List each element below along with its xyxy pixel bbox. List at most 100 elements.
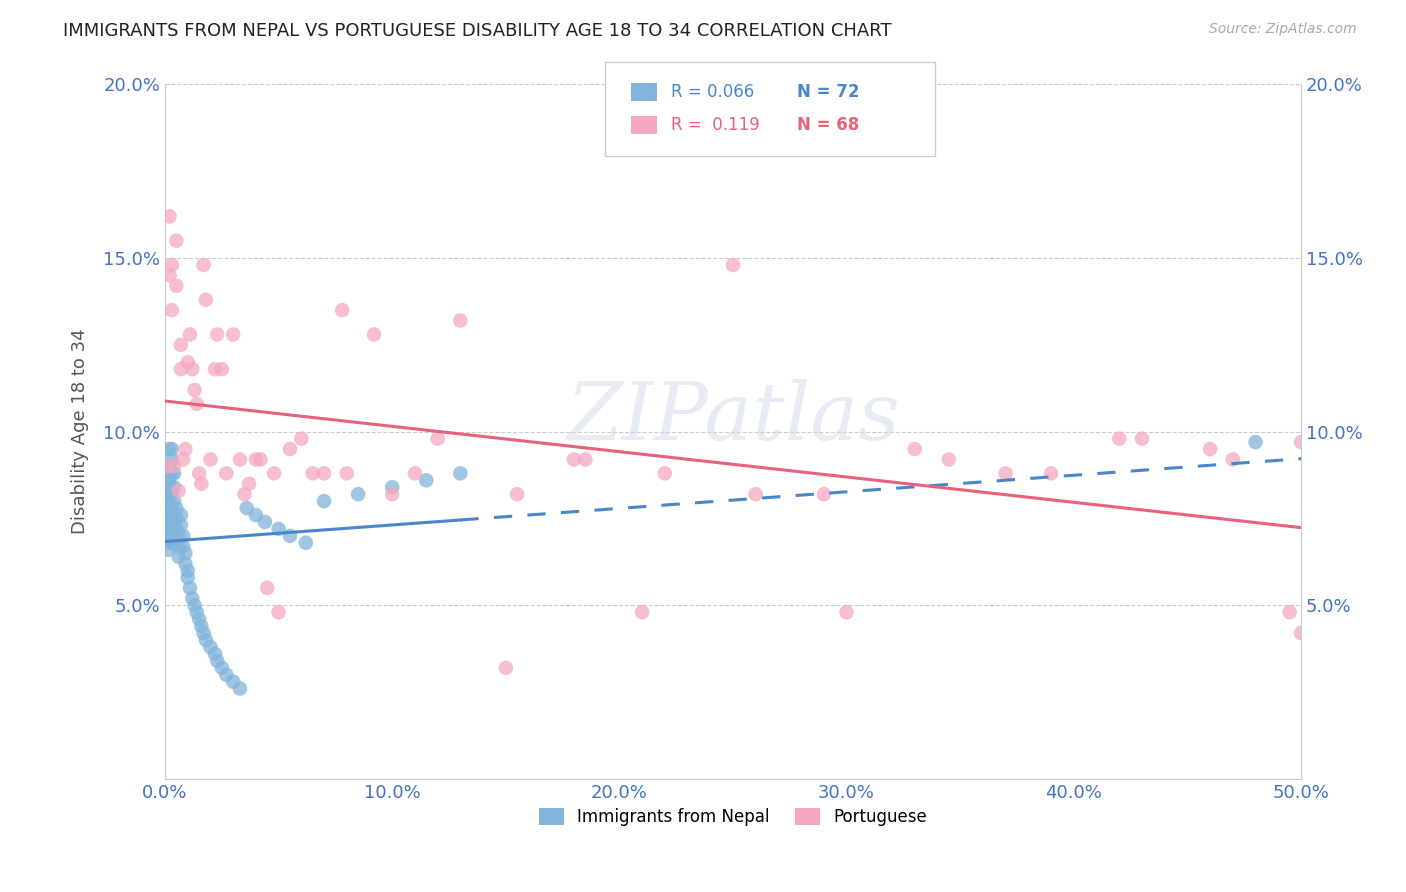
Point [157,518,180,533]
Point [160,258,183,272]
Point [253,515,276,529]
Point [204,647,226,661]
Point [167,483,190,498]
Point [160,452,183,467]
Point [1130,432,1153,446]
Point [172,539,194,553]
Point [193,258,215,272]
Point [159,487,181,501]
Point [162,511,184,525]
Point [835,605,858,619]
Point [194,633,217,648]
Point [1278,605,1301,619]
Point [245,452,267,467]
Point [236,501,259,516]
Point [267,522,290,536]
Point [156,508,179,522]
Point [159,501,181,516]
Point [165,522,187,536]
Point [193,626,215,640]
Point [179,327,201,342]
Point [207,327,229,342]
Point [229,681,252,696]
Point [157,542,180,557]
Point [156,487,179,501]
Point [994,467,1017,481]
Point [215,467,238,481]
Point [157,442,180,456]
Point [163,459,186,474]
Point [186,605,208,619]
Point [449,467,471,481]
Point [238,476,260,491]
Point [330,303,353,318]
Point [188,467,211,481]
Point [156,494,179,508]
Point [160,501,183,516]
Point [256,581,278,595]
Point [263,467,285,481]
Point [207,654,229,668]
Point [404,467,426,481]
Point [631,605,654,619]
Point [222,327,245,342]
Point [1040,467,1063,481]
Point [347,487,370,501]
Point [211,661,233,675]
Point [170,338,193,352]
Point [495,661,517,675]
Text: IMMIGRANTS FROM NEPAL VS PORTUGUESE DISABILITY AGE 18 TO 34 CORRELATION CHART: IMMIGRANTS FROM NEPAL VS PORTUGUESE DISA… [63,22,891,40]
Point [181,591,204,606]
Point [186,397,208,411]
Point [1244,435,1267,450]
Point [363,327,385,342]
Point [204,362,226,376]
Point [301,467,323,481]
Point [159,525,181,540]
Point [426,432,449,446]
Point [177,564,200,578]
Point [381,487,404,501]
Y-axis label: Disability Age 18 to 34: Disability Age 18 to 34 [72,329,89,534]
Point [159,515,181,529]
Text: R = 0.066: R = 0.066 [671,83,754,101]
Point [290,432,312,446]
Point [170,518,193,533]
Point [170,508,193,522]
Point [245,508,267,522]
Point [159,268,181,283]
Point [170,362,193,376]
Point [183,599,205,613]
Point [506,487,529,501]
Point [160,487,183,501]
Point [157,459,180,474]
Point [163,467,186,481]
Point [160,442,183,456]
Point [174,442,197,456]
Point [1199,442,1222,456]
Point [174,546,197,560]
Point [165,501,187,516]
Point [179,581,201,595]
Text: N = 68: N = 68 [797,116,859,134]
Point [904,442,927,456]
Point [183,383,205,397]
Point [211,362,233,376]
Point [194,293,217,307]
Point [156,467,179,481]
Point [167,539,190,553]
Text: R =  0.119: R = 0.119 [671,116,759,134]
Point [813,487,835,501]
Point [174,557,197,571]
Point [163,480,186,494]
Point [159,476,181,491]
Point [162,522,184,536]
Point [181,362,204,376]
Point [295,536,318,550]
Text: Source: ZipAtlas.com: Source: ZipAtlas.com [1209,22,1357,37]
Point [312,467,335,481]
Point [449,313,471,327]
Point [165,278,187,293]
Point [1108,432,1130,446]
Point [167,549,190,564]
